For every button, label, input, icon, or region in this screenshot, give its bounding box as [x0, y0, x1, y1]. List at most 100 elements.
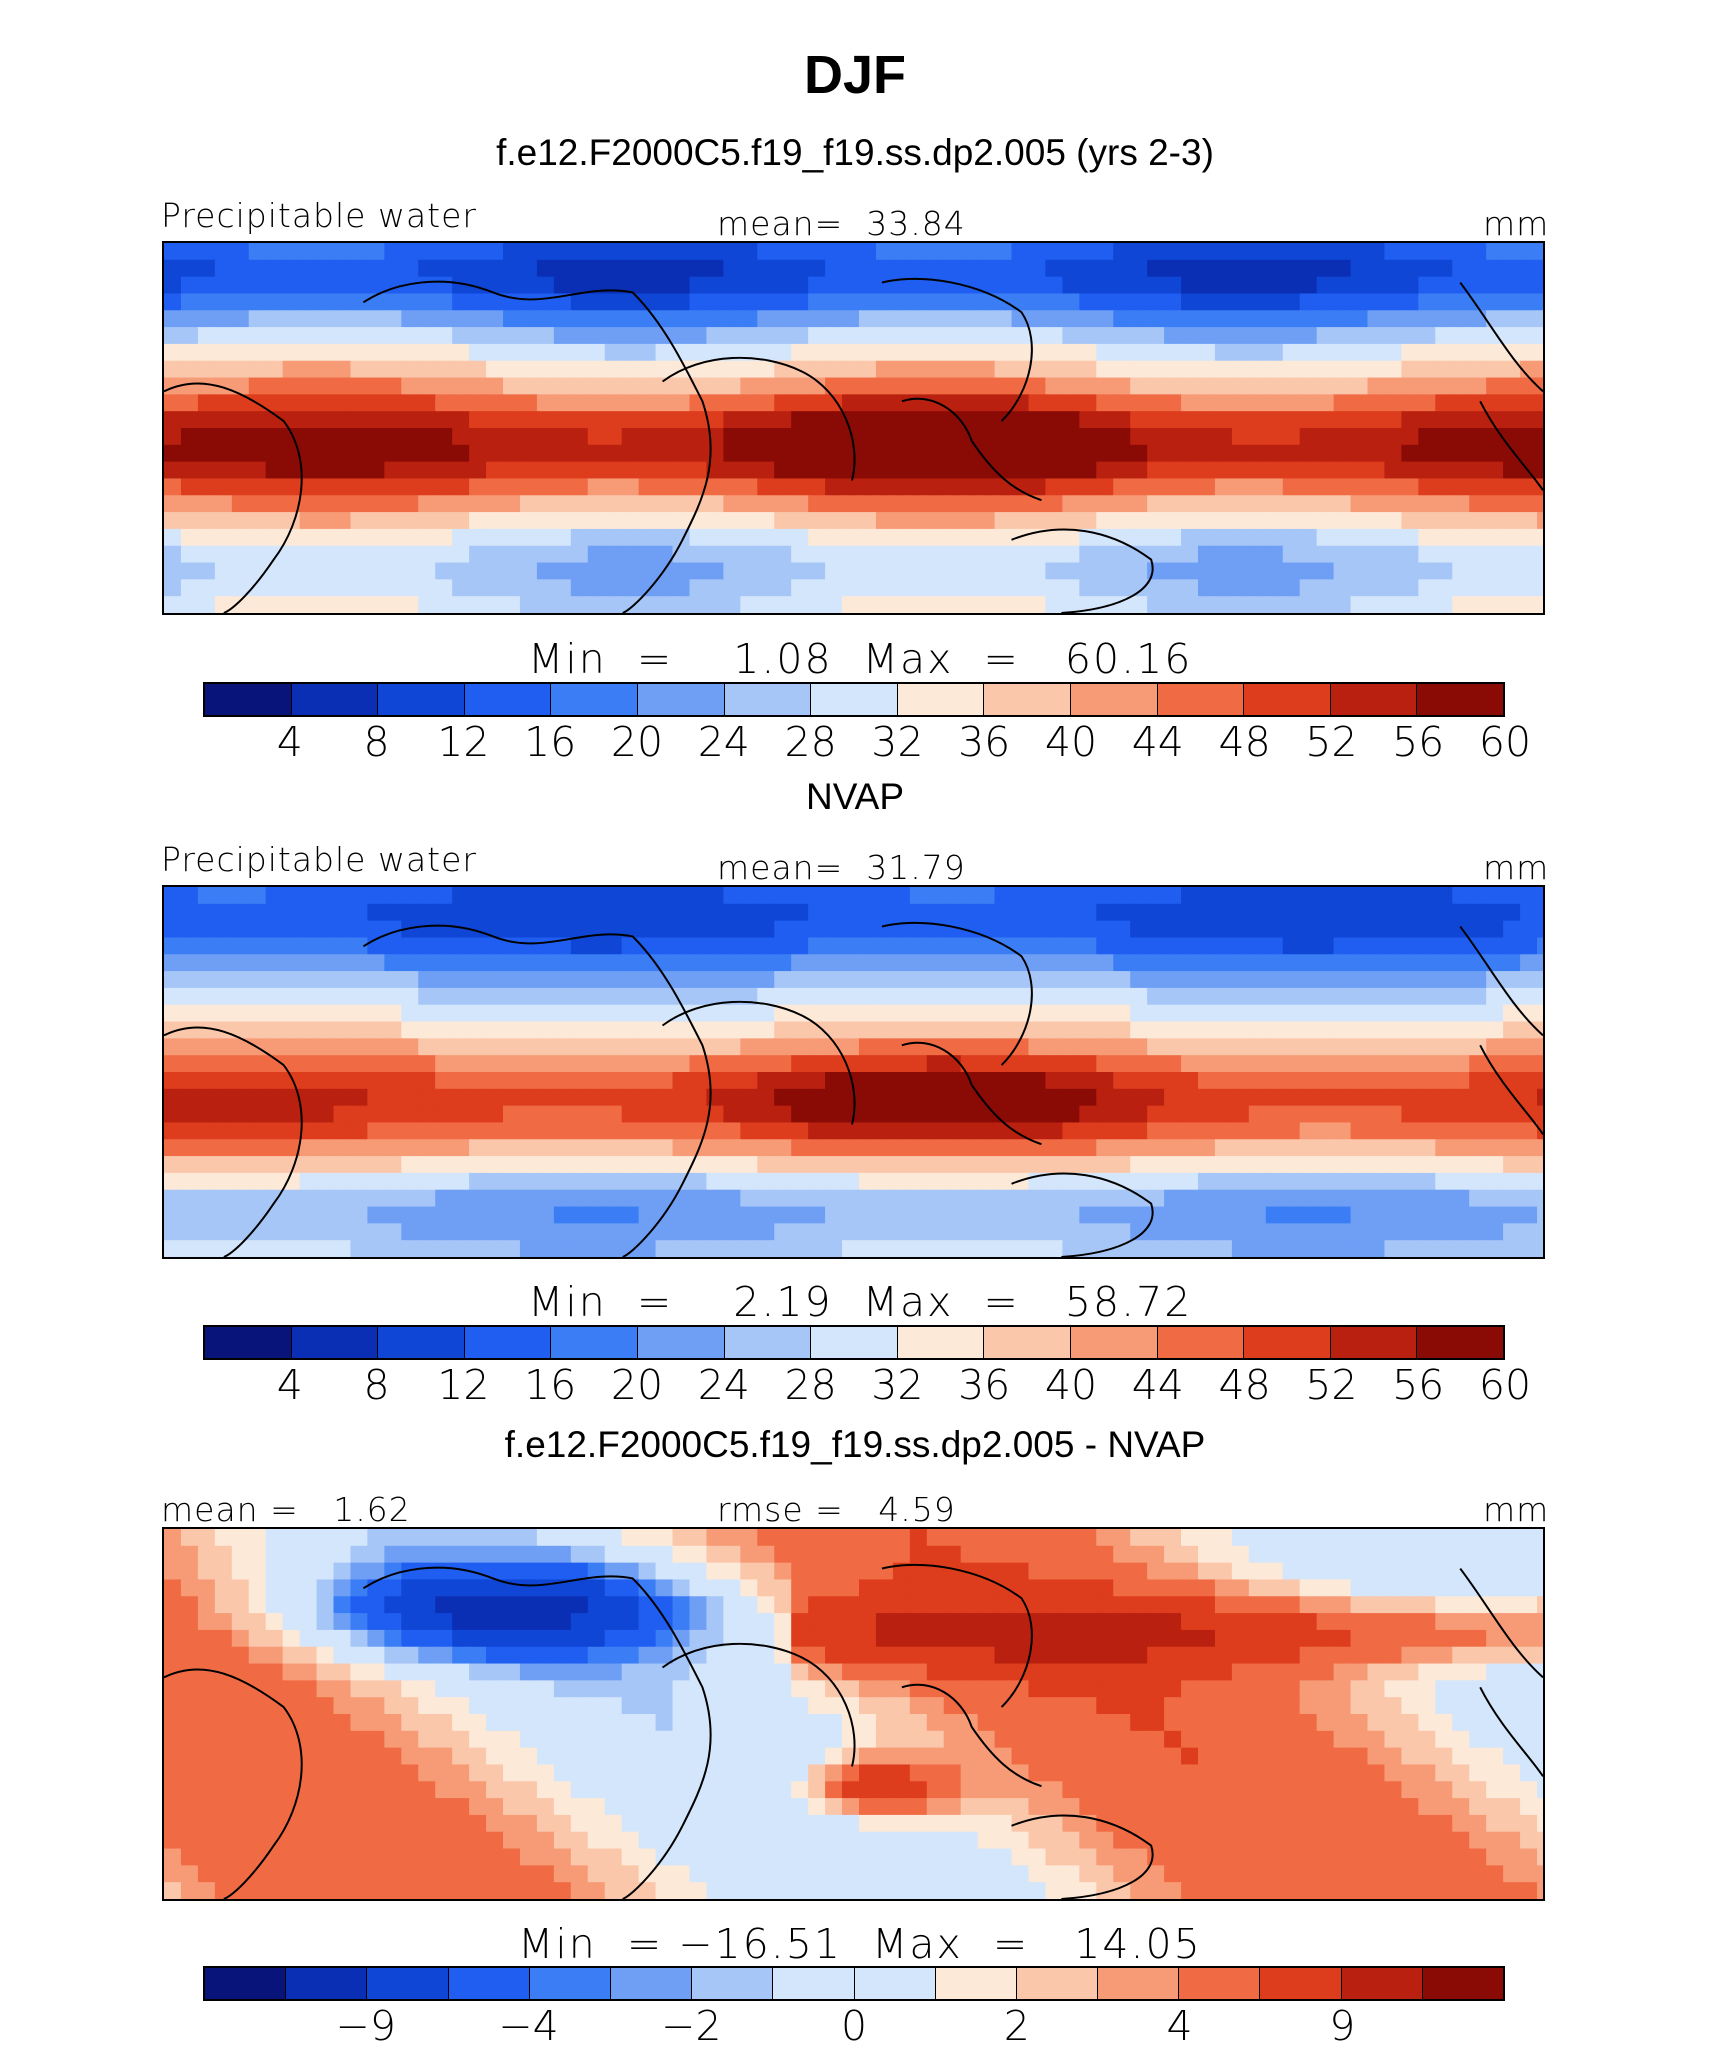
- field-cell: [1384, 259, 1403, 278]
- field-cell: [401, 343, 420, 362]
- field-cell: [1096, 1072, 1115, 1090]
- field-cell: [536, 1747, 555, 1766]
- field-cell: [892, 1697, 911, 1715]
- field-cell: [892, 1139, 911, 1158]
- field-cell: [180, 1139, 199, 1158]
- field-cell: [197, 411, 216, 429]
- field-cell: [740, 1680, 759, 1699]
- field-cell: [926, 579, 945, 598]
- field-cell: [1486, 1697, 1505, 1715]
- field-cell: [418, 887, 437, 905]
- field-cell: [706, 1730, 725, 1749]
- field-cell: [1469, 528, 1488, 547]
- field-cell: [1486, 1038, 1505, 1057]
- field-cell: [655, 1663, 674, 1682]
- field-cell: [1130, 1172, 1149, 1191]
- field-cell: [774, 1021, 793, 1040]
- field-cell: [960, 1021, 979, 1040]
- field-cell: [1231, 1055, 1250, 1073]
- field-cell: [1028, 1697, 1047, 1715]
- field-cell: [1011, 954, 1030, 973]
- field-cell: [825, 461, 844, 480]
- field-cell: [1096, 887, 1115, 905]
- field-cell: [519, 562, 538, 581]
- field-cell: [1469, 987, 1488, 1006]
- field-cell: [197, 887, 216, 905]
- field-cell: [943, 428, 962, 446]
- field-cell: [1333, 1545, 1352, 1564]
- field-cell: [350, 1038, 369, 1057]
- field-cell: [587, 887, 606, 905]
- field-cell: [519, 903, 538, 922]
- field-cell: [197, 1781, 216, 1800]
- field-cell: [1435, 461, 1454, 480]
- field-cell: [1062, 1105, 1081, 1124]
- field-cell: [926, 528, 945, 547]
- field-cell: [350, 276, 369, 295]
- field-cell: [723, 562, 742, 581]
- field-cell: [621, 1088, 640, 1107]
- field-cell: [231, 1172, 250, 1191]
- field-cell: [248, 1105, 267, 1124]
- field-cell: [469, 1189, 488, 1208]
- field-cell: [1045, 1240, 1064, 1257]
- field-cell: [350, 259, 369, 278]
- field-cell: [1367, 903, 1386, 922]
- field-cell: [1384, 1088, 1403, 1107]
- field-cell: [1113, 987, 1132, 1006]
- field-cell: [350, 1055, 369, 1073]
- field-cell: [536, 428, 555, 446]
- field-cell: [265, 512, 284, 530]
- field-cell: [1435, 887, 1454, 905]
- field-cell: [1248, 1646, 1267, 1665]
- field-cell: [1062, 1680, 1081, 1699]
- field-cell: [655, 1747, 674, 1766]
- field-cell: [435, 937, 454, 956]
- field-cell: [367, 1596, 386, 1615]
- field-cell: [977, 1172, 996, 1191]
- field-cell: [536, 1139, 555, 1158]
- field-cell: [384, 1747, 403, 1766]
- field-cell: [519, 243, 538, 261]
- field-cell: [1469, 1714, 1488, 1732]
- field-cell: [1164, 1189, 1183, 1208]
- field-cell: [1350, 1088, 1369, 1107]
- field-cell: [435, 1223, 454, 1242]
- field-cell: [1435, 495, 1454, 514]
- field-cell: [1282, 377, 1301, 396]
- field-cell: [994, 954, 1013, 973]
- field-cell: [892, 293, 911, 312]
- field-cell: [943, 360, 962, 379]
- field-cell: [1265, 1038, 1284, 1057]
- field-cell: [1282, 1629, 1301, 1648]
- field-cell: [1062, 512, 1081, 530]
- field-cell: [740, 1714, 759, 1732]
- field-cell: [875, 1545, 894, 1564]
- field-cell: [706, 903, 725, 922]
- field-cell: [740, 310, 759, 329]
- field-cell: [909, 971, 928, 989]
- field-cell: [1384, 1172, 1403, 1191]
- field-cell: [842, 1240, 860, 1257]
- field-cell: [1299, 478, 1318, 497]
- field-cell: [265, 1781, 284, 1800]
- field-cell: [1435, 293, 1454, 312]
- field-cell: [1045, 1055, 1064, 1073]
- field-cell: [1418, 1730, 1437, 1749]
- field-cell: [1486, 545, 1505, 564]
- field-cell: [1231, 1004, 1250, 1023]
- field-cell: [350, 1663, 369, 1682]
- field-cell: [452, 987, 471, 1006]
- field-cell: [1130, 1072, 1149, 1090]
- field-cell: [791, 1072, 810, 1090]
- field-cell: [1282, 1223, 1301, 1242]
- field-cell: [621, 1189, 640, 1208]
- field-cell: [1282, 1189, 1301, 1208]
- coastline: [1011, 1172, 1154, 1257]
- field-cell: [1079, 411, 1098, 429]
- field-cell: [536, 1189, 555, 1208]
- field-cell: [604, 461, 623, 480]
- field-cell: [1520, 1529, 1539, 1547]
- field-cell: [825, 579, 844, 598]
- field-cell: [231, 1206, 250, 1225]
